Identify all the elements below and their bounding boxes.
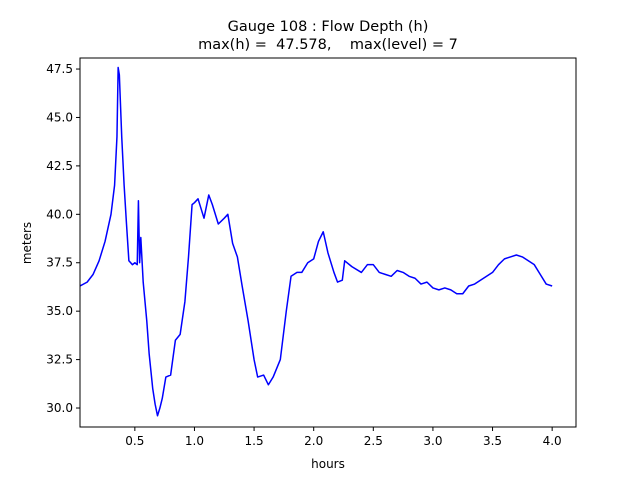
x-tick-label: 2.0	[304, 434, 323, 448]
y-tick-label: 47.5	[46, 62, 73, 76]
x-axis-label: hours	[311, 457, 345, 471]
data-line	[80, 66, 553, 417]
x-tick-label: 3.5	[483, 434, 502, 448]
x-tick-label: 1.0	[185, 434, 204, 448]
y-tick-label: 42.5	[46, 159, 73, 173]
x-tick-label: 0.5	[125, 434, 144, 448]
x-tick-label: 4.0	[543, 434, 562, 448]
y-axis-label: meters	[20, 222, 34, 264]
y-tick-label: 37.5	[46, 256, 73, 270]
x-tick-label: 2.5	[364, 434, 383, 448]
y-tick-label: 40.0	[46, 207, 73, 221]
plot-frame	[79, 57, 577, 428]
chart-subtitle: max(h) = 47.578, max(level) = 7	[198, 37, 458, 53]
y-tick-label: 35.0	[46, 304, 73, 318]
y-tick-label: 30.0	[46, 401, 73, 415]
x-tick-label: 3.0	[423, 434, 442, 448]
chart-title: Gauge 108 : Flow Depth (h)	[228, 19, 429, 35]
y-tick-label: 32.5	[46, 353, 73, 367]
y-tick-label: 45.0	[46, 110, 73, 124]
x-tick-label: 1.5	[245, 434, 264, 448]
